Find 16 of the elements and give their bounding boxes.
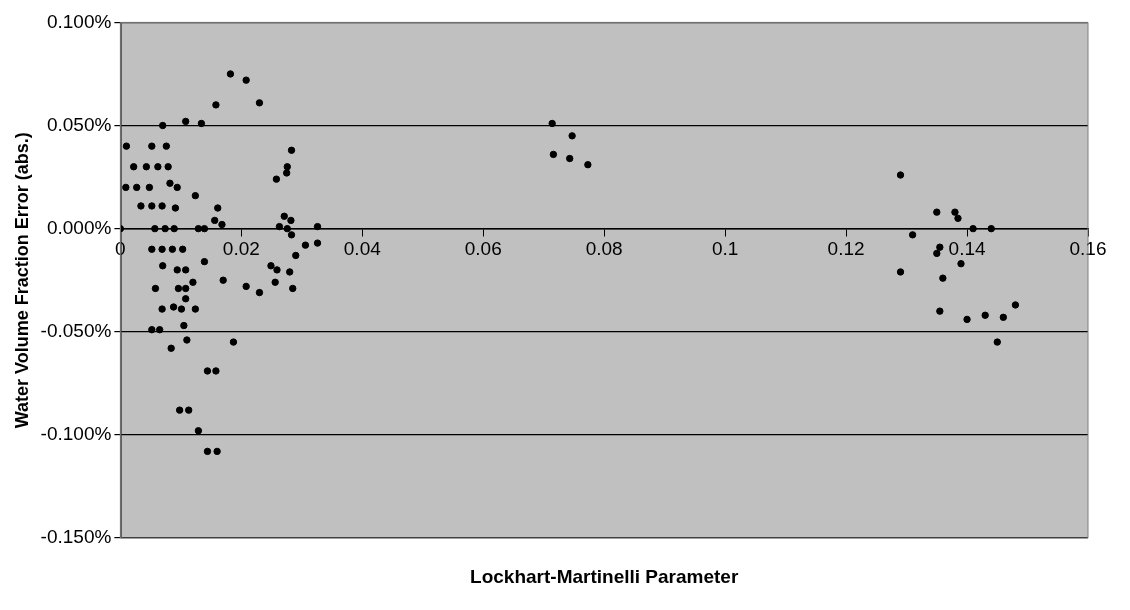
x-tick-label: 0.1 bbox=[711, 238, 739, 260]
y-tick-label: -0.150% bbox=[40, 526, 112, 548]
x-tick-label: 0.08 bbox=[585, 238, 623, 260]
y-tick-label: -0.100% bbox=[40, 423, 112, 445]
y-axis-title: Water Volume Fraction Error (abs.) bbox=[11, 132, 32, 429]
x-tick-label: 0.14 bbox=[948, 238, 986, 260]
x-tick-label: 0.02 bbox=[222, 238, 260, 260]
x-tick-label: 0.16 bbox=[1069, 238, 1107, 260]
y-tick-label: -0.050% bbox=[40, 319, 112, 341]
x-tick-label: 0.06 bbox=[464, 238, 502, 260]
x-tick-label: 0.04 bbox=[343, 238, 382, 260]
x-axis-title: Lockhart-Martinelli Parameter bbox=[470, 566, 739, 588]
y-tick-label: 0.050% bbox=[46, 113, 112, 135]
x-tick-label: 0.12 bbox=[827, 238, 865, 260]
y-tick-label: 0.000% bbox=[46, 216, 112, 238]
y-tick-label: 0.100% bbox=[46, 10, 112, 32]
